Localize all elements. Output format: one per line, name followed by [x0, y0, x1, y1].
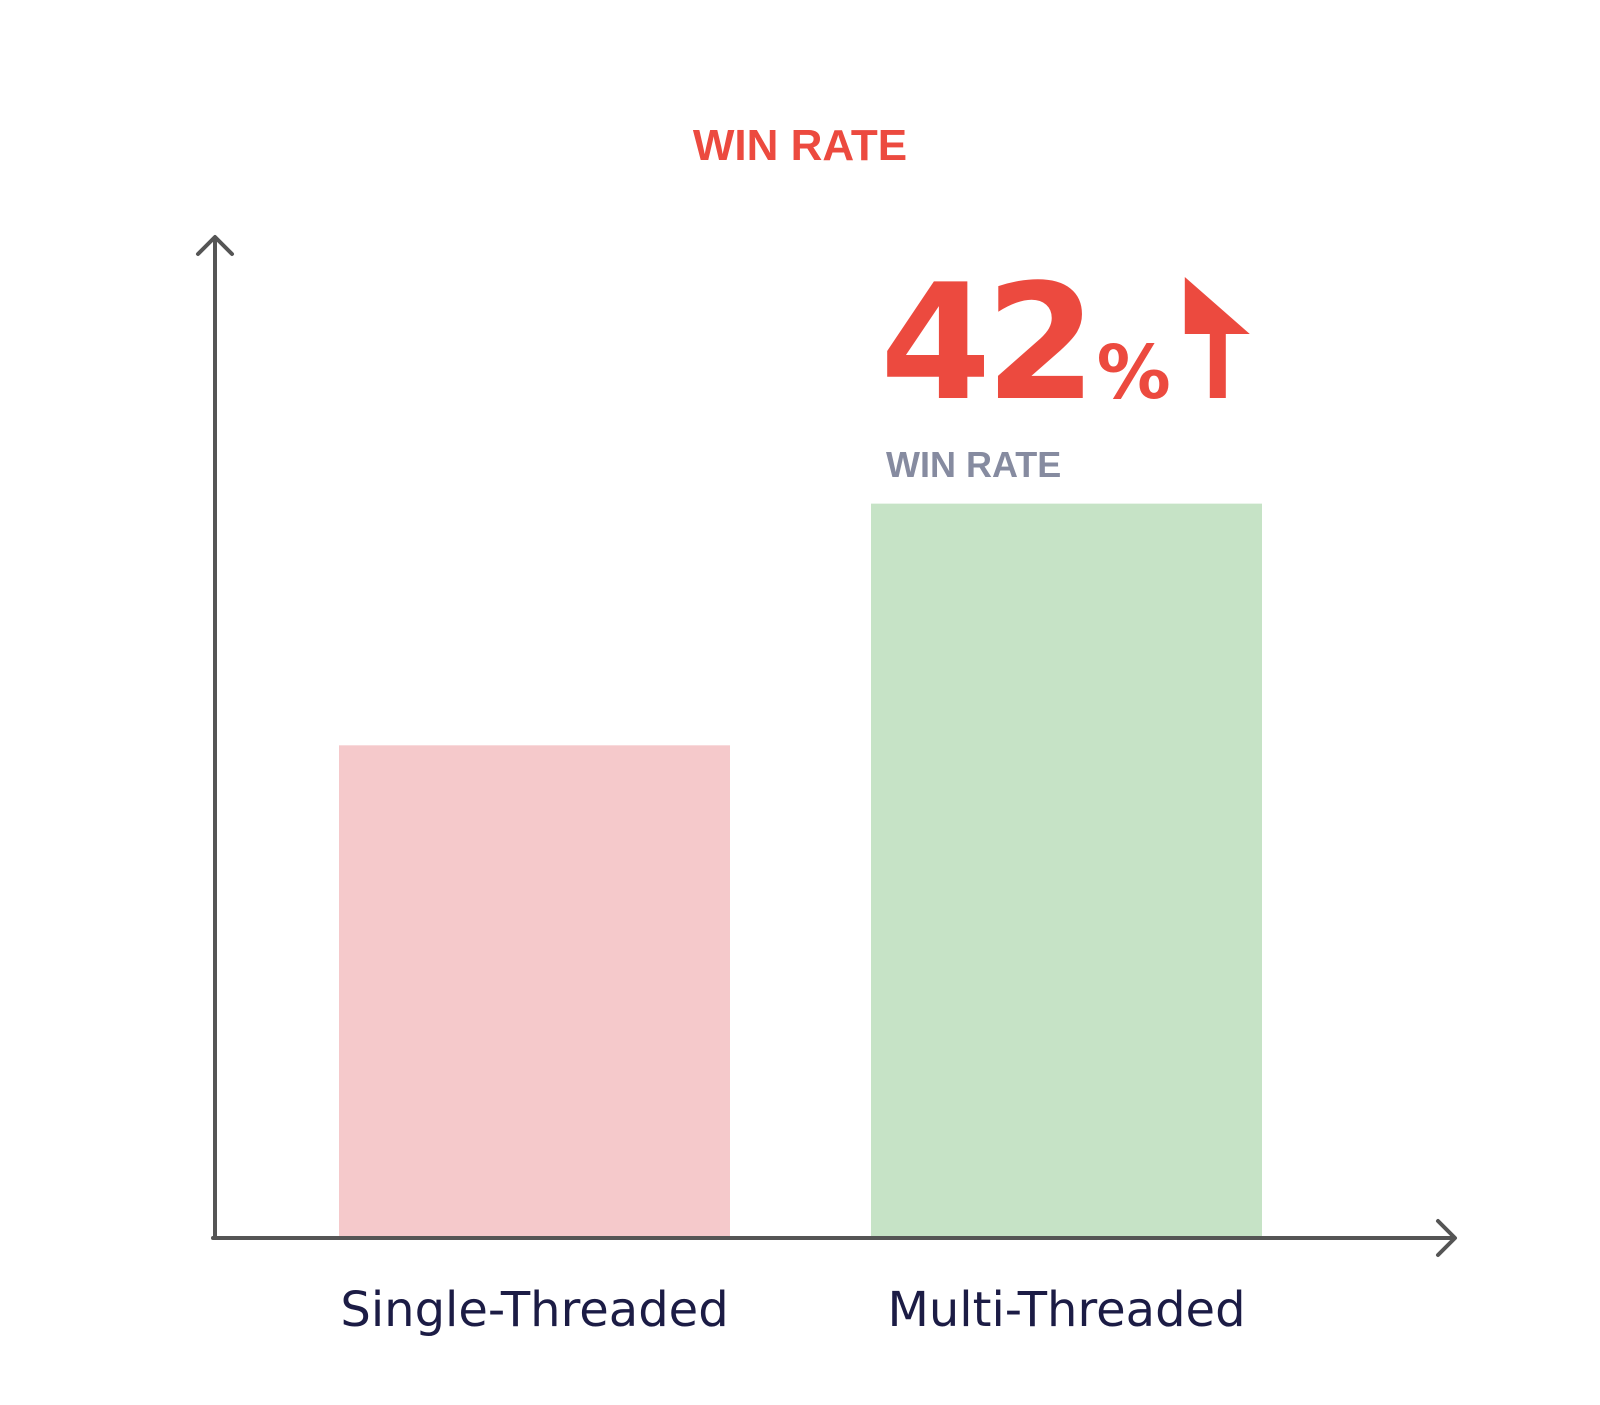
bar-single-threaded [339, 745, 730, 1236]
category-labels: Single-Threaded Multi-Threaded [340, 1282, 1245, 1338]
callout-value-text: 42% [880, 249, 1171, 436]
bars-layer [339, 503, 1262, 1236]
x-axis-arrow-icon [1436, 1219, 1457, 1257]
category-label-single-threaded: Single-Threaded [340, 1282, 728, 1338]
category-label-multi-threaded: Multi-Threaded [887, 1282, 1245, 1338]
callout: 42% WIN RATE [880, 249, 1250, 485]
arrow-up-icon [1184, 277, 1250, 398]
callout-label: WIN RATE [886, 444, 1061, 485]
axes [196, 235, 1457, 1257]
y-axis-arrow-icon [196, 235, 234, 256]
chart-title: WIN RATE [693, 121, 907, 170]
callout-unit: % [1097, 330, 1171, 416]
bar-multi-threaded [871, 503, 1262, 1236]
callout-value: 42 [880, 249, 1091, 436]
